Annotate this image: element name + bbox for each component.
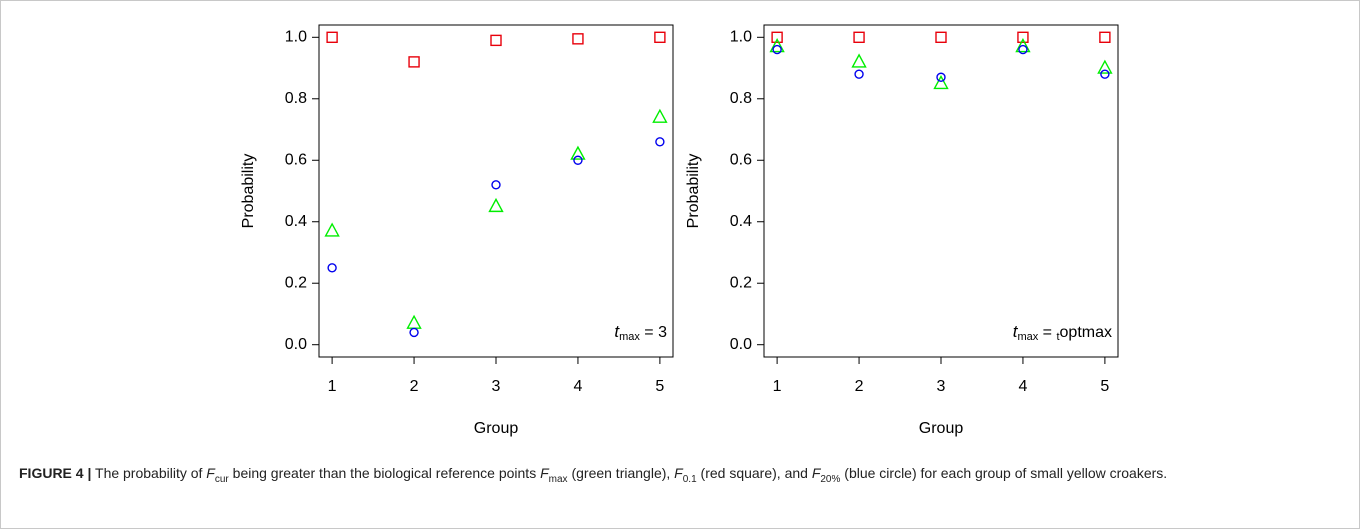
annotation-part: t (1013, 322, 1019, 341)
caption-text: being greater than the biological refere… (228, 465, 541, 481)
y-tick-label: 0.8 (285, 90, 307, 107)
triangle-marker (652, 108, 668, 123)
x-tick-label: 2 (410, 378, 419, 395)
x-tick-label: 1 (328, 378, 337, 395)
x-tick-label: 4 (573, 378, 582, 395)
annotation-part: t (1056, 331, 1059, 343)
square-marker (408, 56, 420, 68)
circle-marker (772, 44, 782, 55)
annotation-part: = 3 (640, 324, 667, 341)
triangle-marker (1097, 59, 1113, 74)
x-tick-label: 5 (1100, 378, 1109, 395)
caption-text: (blue circle) for each group of small ye… (840, 465, 1168, 481)
square-marker (771, 31, 783, 43)
caption-text: (green triangle), (567, 465, 675, 481)
square-marker (572, 33, 584, 45)
y-tick-label: 0.2 (730, 274, 752, 291)
annotation: tmax = 3 (614, 322, 667, 342)
y-axis-title: Probability (685, 154, 702, 229)
y-tick-label: 0.2 (285, 274, 307, 291)
circle-marker (573, 155, 583, 165)
square-marker (326, 31, 338, 43)
circle-marker (327, 263, 337, 273)
annotation-part: max (1017, 331, 1038, 343)
y-tick-label: 1.0 (285, 29, 307, 46)
square-marker (1017, 31, 1029, 43)
square-marker (935, 31, 947, 43)
plot-frame (318, 24, 674, 358)
annotation-part: optmax (1060, 324, 1112, 341)
triangle-marker (933, 74, 949, 90)
circle-marker (655, 137, 665, 147)
caption-text: max (548, 473, 568, 485)
y-axis-title: Probability (240, 154, 257, 229)
caption: FIGURE 4 | The probability of Fcur being… (19, 460, 1339, 493)
circle-marker (1100, 69, 1110, 79)
y-tick-label: 0.4 (285, 213, 307, 230)
x-tick-label: 4 (1018, 378, 1027, 395)
x-tick-label: 2 (855, 378, 864, 395)
y-tick-label: 0.6 (730, 151, 752, 168)
square-marker (853, 31, 865, 43)
circle-marker (491, 180, 501, 190)
x-tick-label: 1 (773, 378, 782, 395)
annotation: tmax = toptmax (1013, 322, 1112, 342)
x-tick-label: 3 (937, 378, 946, 395)
circle-marker (936, 72, 946, 82)
caption-text: F (811, 465, 821, 481)
circle-marker (854, 69, 864, 79)
caption-text: cur (214, 473, 229, 485)
circle-marker (409, 327, 419, 338)
x-tick-label: 3 (492, 378, 501, 395)
annotation-part: = (1038, 324, 1056, 341)
triangle-marker (851, 53, 867, 68)
caption-text: F (674, 465, 683, 481)
y-tick-label: 1.0 (730, 29, 752, 46)
caption-text: 0.1 (682, 473, 697, 485)
y-tick-label: 0.6 (285, 151, 307, 168)
triangle-marker (570, 145, 586, 160)
annotation-part: max (619, 331, 640, 343)
caption-label: FIGURE 4 | (19, 465, 92, 481)
x-axis-title: Group (919, 420, 964, 437)
caption-text: (red square), and (696, 465, 812, 481)
square-marker (1099, 31, 1111, 43)
triangle-marker (324, 222, 340, 237)
x-axis-title: Group (474, 420, 519, 437)
circle-marker (1018, 44, 1028, 55)
annotation-part: t (614, 322, 620, 341)
chart: 1 2 3 4 5 0.0 0.2 0.4 0.6 0.8 1.0 Group Probability t… (240, 24, 1119, 437)
triangle-marker (769, 38, 785, 53)
caption-text: 20% (820, 473, 841, 485)
caption-text: F (206, 465, 215, 481)
y-tick-label: 0.8 (730, 90, 752, 107)
y-tick-label: 0.0 (730, 336, 752, 353)
triangle-marker (488, 197, 504, 213)
x-tick-label: 5 (655, 378, 664, 395)
caption-text: The probability of (91, 465, 207, 481)
caption-text: F (540, 465, 549, 481)
y-tick-label: 0.0 (285, 336, 307, 353)
triangle-marker (1015, 38, 1031, 53)
plot-frame (763, 24, 1119, 358)
square-marker (654, 31, 666, 43)
triangle-marker (406, 314, 422, 329)
square-marker (490, 34, 502, 47)
y-tick-label: 0.4 (730, 213, 752, 230)
